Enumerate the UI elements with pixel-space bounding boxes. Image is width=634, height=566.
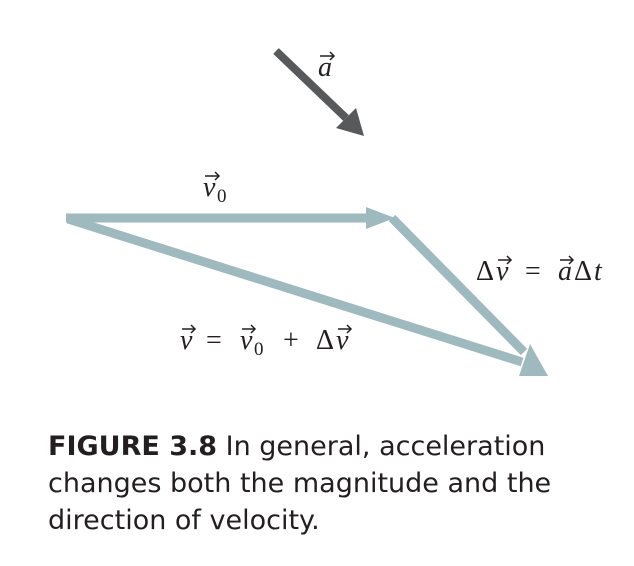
eq2-delta: Δ — [316, 325, 334, 356]
change-in-velocity-equation: Δ v = a Δ t — [476, 256, 603, 287]
figure-number: FIGURE 3.8 — [48, 431, 217, 462]
figure-caption: FIGURE 3.8 In general, acceleration chan… — [48, 428, 618, 539]
eq1-t: t — [594, 256, 603, 287]
eq2-equals: = — [206, 325, 222, 356]
initial-velocity-vector — [66, 207, 395, 229]
eq1-delta: Δ — [476, 256, 494, 287]
final-velocity-equation: v = v 0 + Δ v — [180, 325, 351, 360]
eq2-sub0: 0 — [254, 339, 264, 360]
initial-velocity-label-subscript: 0 — [217, 186, 227, 207]
eq1-equals: = — [525, 256, 541, 287]
vector-diagram: a v 0 Δ v = a Δ t v = v 0 — [0, 0, 634, 420]
initial-velocity-label: v 0 — [203, 172, 227, 207]
eq2-plus: + — [283, 325, 299, 356]
acceleration-label: a — [318, 52, 334, 83]
eq1-delta-t-delta: Δ — [574, 256, 592, 287]
